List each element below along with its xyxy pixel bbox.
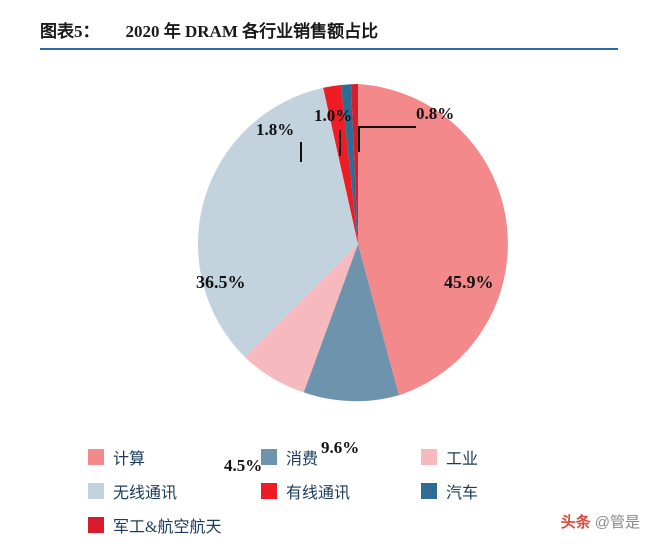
data-label-auto: 1.0% xyxy=(314,106,353,125)
legend-label-wired: 有线通讯 xyxy=(286,485,351,502)
legend-item-wireless[interactable]: 无线通讯 xyxy=(88,479,261,503)
leader-line-military xyxy=(358,126,416,128)
pie-graphic xyxy=(196,82,520,406)
legend-label-auto: 汽车 xyxy=(446,485,479,502)
legend-label-consumer: 消费 xyxy=(286,451,319,468)
watermark-logo: 头条 xyxy=(560,514,591,531)
data-label-compute: 45.9% xyxy=(444,272,494,292)
data-label-wireless: 36.5% xyxy=(196,272,246,292)
leader-line-military-stem xyxy=(358,126,360,152)
watermark-text: @管是 xyxy=(594,514,640,531)
legend-row-1: 计算 消费 工业 xyxy=(88,440,588,474)
legend-swatch-consumer xyxy=(261,449,277,465)
watermark: 头条 @管是 xyxy=(561,511,640,532)
pie-slice-industry xyxy=(244,244,358,393)
figure-label: 图表5： xyxy=(40,21,100,41)
data-label-consumer: 9.6% xyxy=(321,438,360,457)
legend-item-consumer[interactable]: 消费 xyxy=(261,445,421,469)
pie-slice-consumer xyxy=(303,244,399,402)
legend-item-wired[interactable]: 有线通讯 xyxy=(261,479,421,503)
legend-row-3: 军工&航空航天 xyxy=(88,508,588,542)
pie-slice-military xyxy=(351,84,358,244)
pie-slice-auto xyxy=(340,84,358,244)
chart-legend: 计算 消费 工业 无线通讯 有线通讯 汽车 xyxy=(88,440,588,536)
page-title: 2020 年 DRAM 各行业销售额占比 xyxy=(125,21,379,41)
pie-slice-compute xyxy=(358,84,508,396)
legend-label-military: 军工&航空航天 xyxy=(113,519,222,536)
pie-slice-wired xyxy=(323,85,358,244)
pie-slice-wireless xyxy=(197,87,358,358)
data-label-industry: 4.5% xyxy=(224,456,263,475)
legend-label-industry: 工业 xyxy=(446,451,479,468)
legend-label-compute: 计算 xyxy=(113,451,146,468)
legend-label-wireless: 无线通讯 xyxy=(113,485,178,502)
leader-line-wired xyxy=(300,142,302,162)
legend-item-auto[interactable]: 汽车 xyxy=(421,479,541,503)
data-label-military: 0.8% xyxy=(416,104,455,123)
legend-row-2: 无线通讯 有线通讯 汽车 xyxy=(88,474,588,508)
leader-line-auto xyxy=(339,130,341,156)
legend-swatch-compute xyxy=(88,449,104,465)
legend-swatch-wireless xyxy=(88,483,104,499)
legend-swatch-industry xyxy=(421,449,437,465)
legend-swatch-wired xyxy=(261,483,277,499)
figure-title-bar: 图表5： 2020 年 DRAM 各行业销售额占比 xyxy=(40,10,618,50)
legend-item-industry[interactable]: 工业 xyxy=(421,445,541,469)
legend-item-military[interactable]: 军工&航空航天 xyxy=(88,513,288,537)
pie-chart: 45.9% 9.6% 4.5% 36.5% 1.8% 1.0% 0.8% xyxy=(0,50,658,475)
pie-svg xyxy=(197,84,508,402)
legend-item-compute[interactable]: 计算 xyxy=(88,445,261,469)
data-label-wired: 1.8% xyxy=(256,120,295,139)
legend-swatch-auto xyxy=(421,483,437,499)
legend-swatch-military xyxy=(88,517,104,533)
